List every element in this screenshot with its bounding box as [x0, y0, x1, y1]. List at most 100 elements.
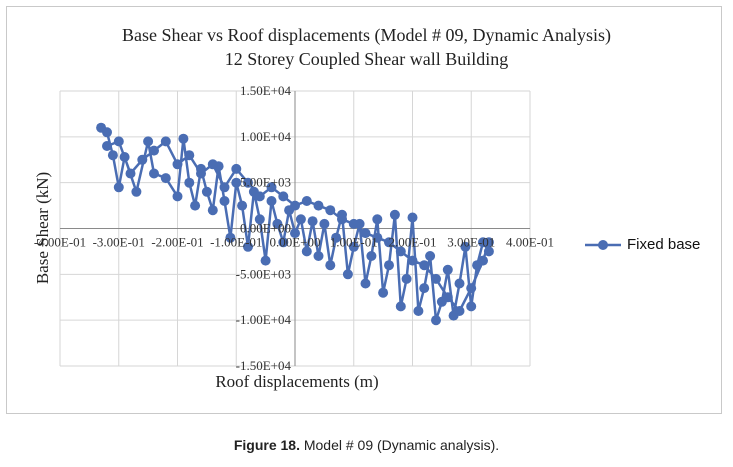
- data-point: [348, 218, 359, 229]
- data-point: [237, 200, 248, 211]
- data-point: [278, 237, 289, 248]
- data-point: [160, 173, 171, 184]
- legend-marker: [585, 239, 621, 250]
- data-point: [113, 136, 124, 147]
- data-point: [184, 177, 195, 188]
- data-point: [131, 186, 142, 197]
- data-point: [254, 191, 265, 202]
- data-point: [254, 214, 265, 225]
- data-point: [384, 260, 394, 271]
- y-tick-label: 5.00E+03: [240, 175, 291, 190]
- data-point: [372, 232, 383, 243]
- figure-caption: Figure 18. Model # 09 (Dynamic analysis)…: [0, 437, 733, 453]
- chart-title: Base Shear vs Roof displacements (Model …: [122, 25, 611, 45]
- data-point: [172, 191, 183, 202]
- data-point: [483, 246, 494, 257]
- data-point: [331, 232, 342, 243]
- data-point: [190, 200, 201, 211]
- x-tick-label: -1.00E-01: [210, 235, 262, 250]
- legend-label: Fixed base: [627, 236, 701, 253]
- figure-caption-label: Figure 18.: [233, 437, 300, 453]
- chart-frame: [6, 6, 722, 414]
- x-axis-label: Roof displacements (m): [215, 372, 378, 391]
- data-point: [319, 218, 330, 229]
- figure-caption-text: Model # 09 (Dynamic analysis).: [299, 437, 500, 453]
- data-point: [143, 136, 154, 147]
- data-point: [107, 150, 118, 161]
- data-point: [389, 209, 400, 220]
- chart-subtitle: 12 Storey Coupled Shear wall Building: [224, 49, 509, 69]
- data-point: [243, 177, 253, 188]
- data-point: [172, 159, 183, 170]
- data-point: [384, 237, 394, 248]
- data-point: [219, 196, 230, 206]
- data-point: [442, 292, 453, 303]
- data-point: [407, 212, 418, 223]
- series-fixed-base: [96, 122, 494, 326]
- legend: Fixed base: [585, 236, 700, 253]
- data-point: [325, 260, 336, 271]
- data-point: [342, 269, 353, 280]
- data-point: [360, 278, 371, 289]
- data-point: [413, 306, 424, 316]
- data-point: [231, 177, 242, 188]
- data-point: [478, 255, 488, 266]
- tick-labels: -1.50E+04 -1.00E+04 -5.00E+03 0.00E+00 5.00E…: [34, 83, 554, 373]
- data-point: [337, 214, 347, 225]
- data-point: [419, 260, 430, 271]
- data-point: [290, 200, 300, 211]
- data-point: [425, 251, 436, 261]
- data-point: [201, 186, 212, 197]
- data-point: [102, 141, 112, 151]
- data-point: [272, 218, 283, 229]
- x-tick-label: 3.00E-01: [447, 235, 495, 250]
- data-point: [113, 182, 124, 193]
- data-point: [366, 251, 377, 261]
- data-point: [454, 306, 465, 316]
- data-point: [419, 283, 430, 294]
- data-point: [325, 205, 336, 216]
- data-point: [360, 228, 371, 239]
- x-tick-label: -2.00E-01: [151, 235, 203, 250]
- data-point: [407, 255, 418, 266]
- x-tick-label: 0.00E+00: [269, 235, 320, 250]
- data-point: [307, 216, 318, 227]
- data-point: [401, 273, 412, 284]
- y-tick-label: 1.00E+04: [240, 129, 292, 144]
- data-point: [207, 159, 218, 170]
- data-point: [301, 196, 312, 206]
- data-point: [219, 182, 230, 193]
- data-point: [431, 315, 441, 326]
- data-point: [295, 214, 306, 225]
- y-tick-label: -1.50E+04: [236, 358, 292, 373]
- data-point: [483, 237, 494, 248]
- data-point: [231, 163, 242, 174]
- data-point: [149, 168, 159, 179]
- data-point: [266, 196, 277, 206]
- data-point: [301, 246, 312, 257]
- y-tick-label: -1.00E+04: [236, 312, 292, 327]
- y-tick-label: 0.00E+00: [240, 221, 291, 236]
- data-point: [225, 232, 236, 243]
- x-tick-label: -4.00E-01: [34, 235, 86, 250]
- data-point: [243, 241, 253, 252]
- data-point: [160, 136, 171, 147]
- data-point: [278, 191, 289, 202]
- data-point: [149, 145, 159, 156]
- data-point: [431, 273, 441, 284]
- data-point: [196, 168, 206, 179]
- x-tick-label: -3.00E-01: [93, 235, 145, 250]
- data-point: [395, 301, 406, 312]
- data-point: [102, 127, 112, 138]
- x-tick-label: 2.00E-01: [388, 235, 436, 250]
- y-tick-label: -5.00E+03: [236, 266, 291, 281]
- data-point: [313, 251, 324, 261]
- data-point: [460, 241, 471, 252]
- data-point: [395, 246, 406, 257]
- data-point: [260, 255, 271, 266]
- x-tick-label: 1.00E-01: [330, 235, 378, 250]
- data-point: [466, 283, 477, 294]
- data-point: [466, 301, 477, 312]
- data-point: [119, 152, 130, 162]
